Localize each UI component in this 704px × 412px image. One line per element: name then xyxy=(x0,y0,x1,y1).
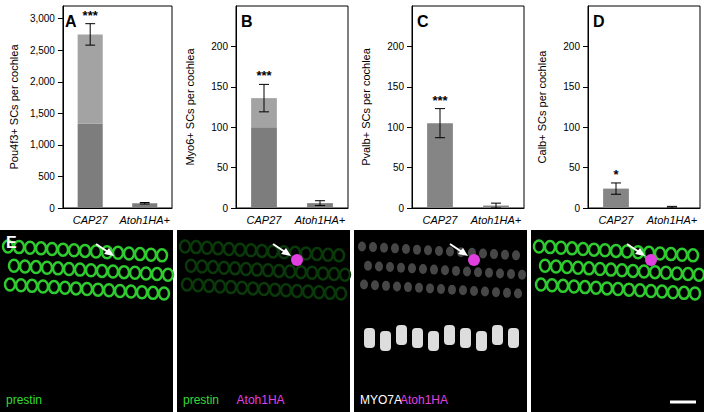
svg-text:100: 100 xyxy=(387,122,404,133)
svg-text:0: 0 xyxy=(398,203,404,214)
svg-text:Atoh1HA+: Atoh1HA+ xyxy=(646,214,698,226)
svg-text:100: 100 xyxy=(563,122,580,133)
svg-text:50: 50 xyxy=(393,162,405,173)
svg-text:150: 150 xyxy=(387,81,404,92)
svg-text:150: 150 xyxy=(563,81,580,92)
svg-text:***: *** xyxy=(432,93,448,108)
svg-text:B: B xyxy=(241,13,253,30)
svg-text:Atoh1HA+: Atoh1HA+ xyxy=(294,214,346,226)
svg-text:100: 100 xyxy=(211,122,228,133)
svg-text:***: *** xyxy=(83,8,99,23)
svg-text:2,500: 2,500 xyxy=(30,45,55,56)
svg-text:200: 200 xyxy=(211,41,228,52)
svg-text:Calb+ SCs per cochlea: Calb+ SCs per cochlea xyxy=(536,50,548,164)
svg-text:Pvalb+ SCs per cochlea: Pvalb+ SCs per cochlea xyxy=(360,47,372,166)
svg-text:Atoh1HA: Atoh1HA xyxy=(400,393,448,407)
svg-text:Atoh1HA: Atoh1HA xyxy=(237,393,285,407)
svg-text:Pou4f3+ SCs per cochlea: Pou4f3+ SCs per cochlea xyxy=(8,44,20,170)
svg-text:prestin: prestin xyxy=(183,393,219,407)
svg-text:50: 50 xyxy=(217,162,229,173)
svg-text:CAP27: CAP27 xyxy=(247,214,283,226)
svg-text:150: 150 xyxy=(211,81,228,92)
svg-text:2,000: 2,000 xyxy=(30,76,55,87)
svg-text:1,000: 1,000 xyxy=(30,139,55,150)
svg-text:E: E xyxy=(6,234,17,251)
svg-text:Myo6+ SCs per cochlea: Myo6+ SCs per cochlea xyxy=(184,48,196,166)
svg-text:0: 0 xyxy=(49,203,55,214)
svg-text:D: D xyxy=(593,13,605,30)
svg-text:1,500: 1,500 xyxy=(30,108,55,119)
svg-text:***: *** xyxy=(256,68,272,83)
svg-text:200: 200 xyxy=(563,41,580,52)
svg-text:0: 0 xyxy=(222,203,228,214)
svg-text:C: C xyxy=(417,13,429,30)
svg-text:*: * xyxy=(613,167,619,182)
svg-text:0: 0 xyxy=(574,203,580,214)
svg-text:Atoh1HA+: Atoh1HA+ xyxy=(470,214,522,226)
svg-text:CAP27: CAP27 xyxy=(599,214,635,226)
svg-text:3,000: 3,000 xyxy=(30,13,55,24)
svg-text:prestin: prestin xyxy=(6,393,42,407)
svg-text:500: 500 xyxy=(38,171,55,182)
svg-text:Atoh1HA+: Atoh1HA+ xyxy=(119,214,171,226)
svg-text:MYO7A: MYO7A xyxy=(360,393,402,407)
svg-text:A: A xyxy=(65,13,77,30)
svg-text:200: 200 xyxy=(387,41,404,52)
svg-text:CAP27: CAP27 xyxy=(423,214,459,226)
svg-text:CAP27: CAP27 xyxy=(73,214,109,226)
svg-text:50: 50 xyxy=(569,162,581,173)
